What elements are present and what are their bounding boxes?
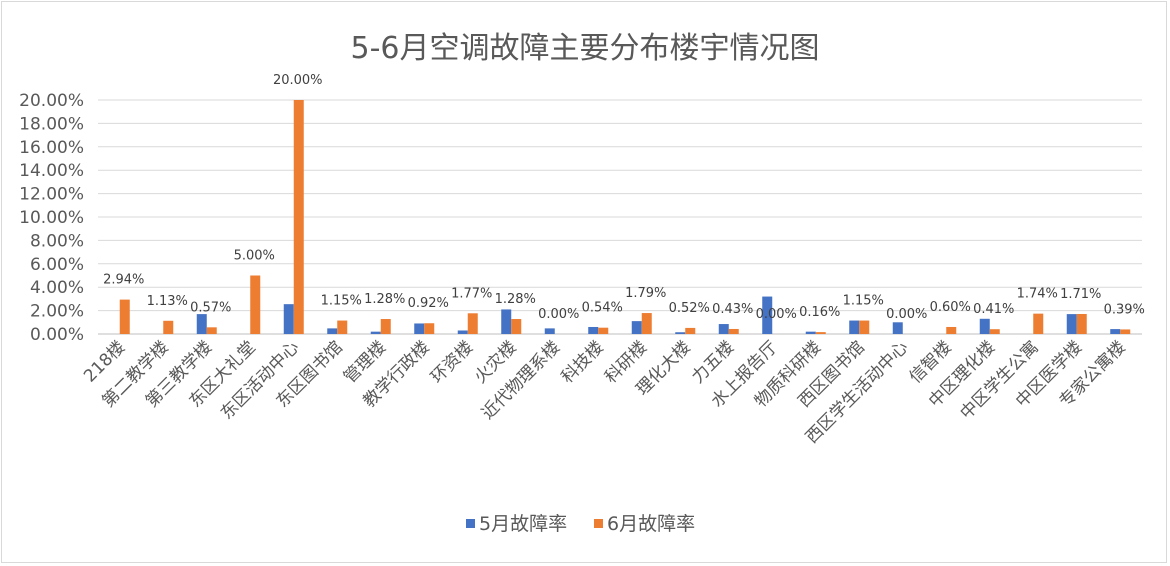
- bar-june: [1033, 313, 1044, 334]
- data-label: 1.74%: [1017, 287, 1058, 302]
- data-label: 2.94%: [103, 273, 144, 288]
- data-label: 0.41%: [973, 302, 1014, 317]
- bar-june: [641, 313, 652, 334]
- bar-june: [206, 327, 217, 334]
- bar-june: [293, 100, 304, 334]
- bar-june: [163, 320, 174, 334]
- data-label: 1.15%: [843, 294, 884, 309]
- bar-may: [675, 332, 686, 334]
- bar-may: [762, 296, 773, 334]
- data-label: 0.43%: [712, 302, 753, 317]
- data-label: 1.13%: [147, 294, 188, 309]
- bar-may: [544, 328, 555, 334]
- chart-title: 5-6月空调故障主要分布楼宇情况图: [351, 31, 820, 66]
- y-tick-label: 10.00%: [19, 208, 84, 228]
- bar-may: [457, 330, 468, 334]
- data-label: 0.60%: [930, 300, 971, 315]
- bar-may: [370, 331, 381, 334]
- y-tick-label: 4.00%: [30, 278, 84, 298]
- bar-june: [1120, 329, 1131, 334]
- bar-june: [598, 327, 609, 334]
- gridlines: [98, 99, 1142, 335]
- bar-june: [946, 326, 957, 334]
- data-label: 0.92%: [408, 296, 449, 311]
- data-label: 1.77%: [451, 286, 492, 301]
- bar-may: [196, 314, 207, 334]
- bar-june: [1076, 313, 1087, 334]
- bar-june: [989, 329, 1000, 334]
- x-axis: 218楼第二教学楼第三教学楼东区大礼堂东区活动中心东区图书馆管理楼教学行政楼环资…: [80, 337, 1130, 447]
- data-label: 1.15%: [321, 294, 362, 309]
- bar-june: [250, 275, 261, 334]
- data-label: 0.00%: [756, 307, 797, 322]
- data-label: 0.00%: [538, 307, 579, 322]
- y-tick-label: 12.00%: [19, 185, 84, 205]
- y-tick-label: 20.00%: [19, 91, 84, 111]
- legend-swatch: [594, 519, 603, 528]
- bar-may: [849, 320, 860, 334]
- bar-june: [380, 319, 391, 334]
- bar-may: [588, 326, 599, 334]
- data-label: 5.00%: [234, 249, 275, 264]
- bar-may: [979, 318, 990, 334]
- bar-june: [337, 320, 348, 334]
- bars: [119, 100, 1131, 334]
- bar-may: [501, 309, 512, 334]
- bar-may: [718, 324, 729, 334]
- y-axis: 0.00% 2.00% 4.00% 6.00% 8.00% 10.00% 12.00% 14.…: [19, 91, 84, 345]
- data-label: 1.28%: [495, 292, 536, 307]
- data-label: 20.00%: [273, 73, 323, 88]
- bar-may: [892, 322, 903, 334]
- legend-swatch: [466, 519, 475, 528]
- bar-may: [631, 321, 642, 334]
- x-tick-label: 环资楼: [427, 337, 477, 387]
- legend-label: 6月故障率: [607, 513, 695, 535]
- data-label: 0.39%: [1104, 302, 1145, 317]
- bar-may: [1066, 314, 1077, 334]
- bar-may: [414, 323, 425, 334]
- data-label: 0.54%: [582, 301, 623, 316]
- y-tick-label: 16.00%: [19, 138, 84, 158]
- y-tick-label: 14.00%: [19, 161, 84, 181]
- bar-june: [467, 313, 478, 334]
- bar-june: [685, 327, 696, 334]
- bar-june: [424, 323, 435, 334]
- bar-may: [805, 331, 816, 334]
- bar-may: [1110, 329, 1121, 334]
- bar-june: [728, 328, 739, 334]
- data-label: 0.16%: [799, 305, 840, 320]
- data-label: 1.28%: [364, 292, 405, 307]
- data-label: 0.00%: [886, 307, 927, 322]
- x-tick-label: 科技楼: [558, 337, 608, 387]
- bar-june: [859, 320, 870, 334]
- data-label: 0.57%: [190, 300, 231, 315]
- data-label: 0.52%: [669, 301, 710, 316]
- legend: 5月故障率 6月故障率: [466, 513, 695, 535]
- data-labels: 2.94%1.13% 0.57%5.00%20.00%1.15% 1.28% 0.92…: [103, 73, 1145, 322]
- bar-june: [119, 299, 130, 334]
- bar-may: [327, 328, 338, 334]
- y-tick-label: 8.00%: [30, 231, 84, 251]
- bar-june: [511, 319, 522, 334]
- y-tick-label: 0.00%: [30, 325, 84, 345]
- y-tick-label: 18.00%: [19, 114, 84, 134]
- data-label: 1.71%: [1060, 287, 1101, 302]
- legend-label: 5月故障率: [479, 513, 567, 535]
- y-tick-label: 2.00%: [30, 302, 84, 322]
- bar-may: [283, 304, 294, 334]
- data-label: 1.79%: [625, 286, 666, 301]
- y-tick-label: 6.00%: [30, 255, 84, 275]
- bar-june: [815, 332, 826, 334]
